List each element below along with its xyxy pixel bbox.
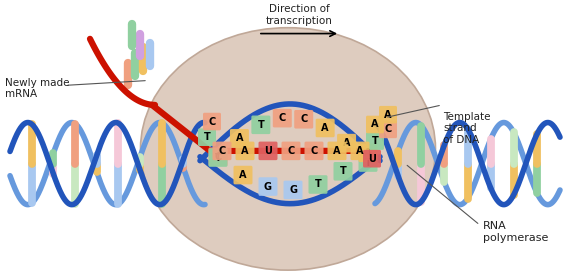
Text: T: T: [365, 158, 372, 168]
Text: A: A: [356, 146, 364, 156]
FancyBboxPatch shape: [294, 110, 313, 129]
Text: Template
strand
of DNA: Template strand of DNA: [443, 112, 491, 145]
Text: C: C: [279, 113, 286, 123]
Text: C: C: [209, 116, 215, 127]
Text: A: A: [241, 146, 249, 156]
FancyBboxPatch shape: [304, 142, 324, 160]
FancyBboxPatch shape: [328, 142, 347, 160]
FancyBboxPatch shape: [337, 134, 356, 152]
Text: G: G: [264, 182, 272, 192]
Text: C: C: [214, 152, 222, 162]
FancyBboxPatch shape: [251, 116, 270, 134]
Text: C: C: [311, 146, 317, 156]
Text: C: C: [287, 146, 295, 156]
FancyBboxPatch shape: [209, 148, 227, 166]
FancyBboxPatch shape: [259, 177, 278, 196]
Text: A: A: [384, 110, 392, 120]
Text: A: A: [235, 133, 243, 143]
FancyBboxPatch shape: [273, 109, 292, 128]
FancyBboxPatch shape: [359, 153, 377, 172]
Text: A: A: [343, 138, 351, 148]
FancyBboxPatch shape: [359, 144, 377, 162]
Text: C: C: [384, 124, 392, 134]
Text: G: G: [289, 185, 297, 195]
Text: A: A: [333, 146, 341, 156]
Text: Direction of
transcription: Direction of transcription: [266, 4, 332, 26]
Text: U: U: [264, 146, 272, 156]
Text: C: C: [218, 146, 226, 156]
FancyBboxPatch shape: [235, 142, 254, 160]
Text: T: T: [340, 166, 347, 176]
Text: T: T: [203, 132, 210, 142]
FancyBboxPatch shape: [379, 106, 397, 123]
Text: T: T: [372, 136, 378, 146]
Text: A: A: [364, 148, 372, 158]
FancyBboxPatch shape: [213, 142, 231, 160]
FancyBboxPatch shape: [308, 175, 328, 194]
FancyBboxPatch shape: [203, 113, 221, 130]
FancyBboxPatch shape: [209, 148, 227, 167]
FancyBboxPatch shape: [351, 142, 369, 160]
FancyBboxPatch shape: [234, 166, 253, 184]
FancyBboxPatch shape: [366, 116, 384, 133]
FancyBboxPatch shape: [198, 128, 216, 146]
Text: C: C: [300, 114, 307, 124]
FancyBboxPatch shape: [333, 162, 352, 181]
FancyBboxPatch shape: [363, 150, 381, 168]
Text: A: A: [239, 170, 247, 180]
FancyBboxPatch shape: [366, 132, 384, 150]
FancyBboxPatch shape: [316, 119, 335, 137]
Ellipse shape: [140, 28, 435, 270]
Text: A: A: [321, 123, 329, 133]
FancyBboxPatch shape: [282, 142, 300, 160]
Text: T: T: [258, 120, 264, 130]
Text: RNA
polymerase: RNA polymerase: [483, 221, 548, 243]
Text: T: T: [215, 153, 221, 163]
Text: U: U: [368, 154, 376, 164]
FancyBboxPatch shape: [283, 181, 303, 199]
FancyBboxPatch shape: [230, 129, 249, 148]
Text: Newly made
mRNA: Newly made mRNA: [5, 78, 70, 99]
FancyBboxPatch shape: [259, 142, 278, 160]
Text: A: A: [371, 120, 378, 129]
FancyBboxPatch shape: [379, 121, 397, 138]
Text: T: T: [315, 179, 321, 190]
